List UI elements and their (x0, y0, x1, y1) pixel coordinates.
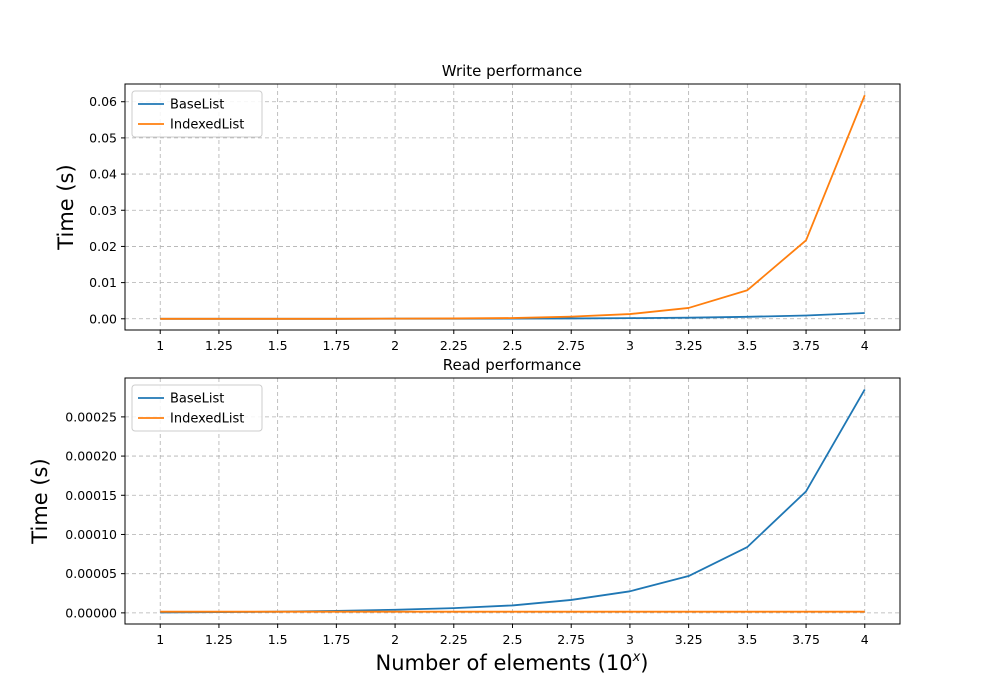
write-legend-label-baselist: BaseList (170, 98, 224, 113)
read-performance-plot: Read performance Time (s) 1 1.25 1.5 1.75 2 2… (28, 356, 901, 675)
write-y-tick-label: 0.04 (89, 167, 117, 182)
read-x-tick-label: 3.5 (737, 632, 757, 647)
read-x-tick-label: 2 (391, 632, 399, 647)
read-x-tick-label: 2.25 (440, 632, 468, 647)
write-y-tick-label: 0.05 (89, 130, 117, 145)
write-y-tick-label: 0.00 (89, 311, 117, 326)
read-x-tick-label: 4 (861, 632, 869, 647)
write-y-tick-label: 0.01 (89, 275, 117, 290)
read-legend-label-indexedlist: IndexedList (170, 412, 244, 427)
x-axis-label-superscript: x (632, 650, 641, 665)
write-x-tick-label: 1 (156, 338, 164, 353)
write-x-tick-label: 1.75 (322, 338, 350, 353)
read-x-tick-label: 1.25 (205, 632, 233, 647)
write-x-tick-label: 2.75 (557, 338, 585, 353)
read-x-tick-label: 1.5 (268, 632, 288, 647)
write-performance-plot: Write performance Time (s) 1 1.25 1.5 1.75 2… (54, 62, 901, 353)
write-series (160, 94, 866, 320)
read-y-tick-label: 0.00005 (65, 566, 117, 581)
read-x-tick-label: 2.5 (503, 632, 523, 647)
write-legend-box (131, 90, 263, 138)
read-legend: BaseList IndexedList (131, 384, 263, 432)
write-legend-label-indexedlist: IndexedList (170, 118, 244, 133)
read-x-tick-label: 2.75 (557, 632, 585, 647)
read-ticks: 1 1.25 1.5 1.75 2 2.25 2.5 2.75 3 3.25 3.5 3.75 4 0.0… (65, 409, 868, 647)
write-x-tick-label: 3.75 (792, 338, 820, 353)
read-performance-title: Read performance (443, 356, 582, 374)
read-legend-box (131, 384, 263, 432)
read-x-tick-label: 1 (156, 632, 164, 647)
write-ticks: 1 1.25 1.5 1.75 2 2.25 2.5 2.75 3 3.25 3.5 3.75 4 0.0… (89, 94, 869, 353)
write-x-tick-label: 3 (626, 338, 634, 353)
write-x-tick-label: 3.25 (675, 338, 703, 353)
read-x-tick-label: 3.75 (792, 632, 820, 647)
read-y-tick-label: 0.00025 (65, 409, 117, 424)
write-performance-title: Write performance (442, 62, 582, 80)
x-axis-label-end: ) (640, 651, 648, 675)
write-x-tick-label: 2.25 (440, 338, 468, 353)
write-x-tick-label: 3.5 (737, 338, 757, 353)
read-series (160, 389, 866, 614)
read-y-axis-label: Time (s) (28, 458, 52, 544)
write-x-tick-label: 2 (391, 338, 399, 353)
write-x-tick-label: 1.25 (205, 338, 233, 353)
read-x-tick-label: 3.25 (675, 632, 703, 647)
write-x-tick-label: 1.5 (268, 338, 288, 353)
write-x-tick-label: 2.5 (503, 338, 523, 353)
read-x-tick-label: 3 (626, 632, 634, 647)
write-y-axis-label: Time (s) (54, 164, 78, 250)
read-y-tick-label: 0.00020 (65, 449, 117, 464)
x-axis-label-main: Number of elements (10 (376, 651, 633, 675)
read-grid (125, 378, 900, 624)
read-legend-label-baselist: BaseList (170, 392, 224, 407)
read-y-tick-label: 0.00000 (65, 605, 117, 620)
write-y-tick-label: 0.06 (89, 94, 117, 109)
write-x-tick-label: 4 (861, 338, 869, 353)
write-y-tick-label: 0.02 (89, 239, 117, 254)
read-y-tick-label: 0.00010 (65, 527, 117, 542)
write-legend: BaseList IndexedList (131, 90, 263, 138)
write-y-tick-label: 0.03 (89, 203, 117, 218)
read-x-tick-label: 1.75 (322, 632, 350, 647)
write-indexedlist-line (160, 94, 866, 320)
x-axis-label: Number of elements (10x) (376, 650, 649, 675)
read-y-tick-label: 0.00015 (65, 488, 117, 503)
